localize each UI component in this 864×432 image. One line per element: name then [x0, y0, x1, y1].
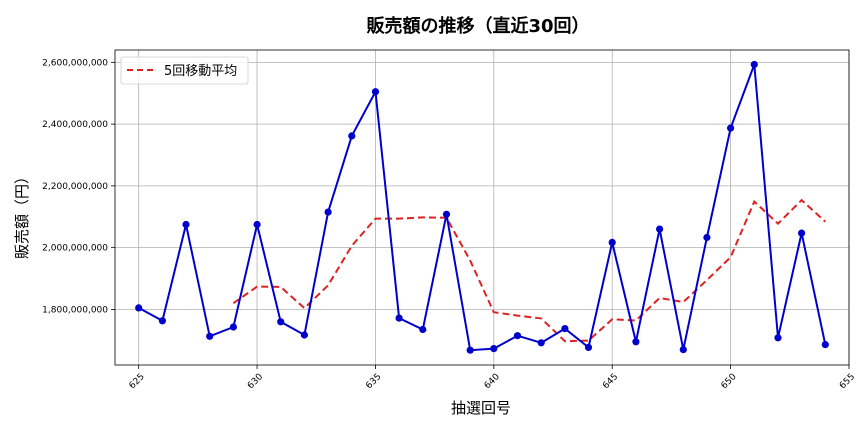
sales-point — [324, 208, 332, 216]
legend-label-moving-average: 5回移動平均 — [164, 64, 237, 79]
sales-point — [182, 220, 190, 229]
y-tick-label: 2,600,000,000 — [42, 58, 108, 68]
sales-point — [206, 332, 214, 340]
x-tick-label: 655 — [838, 372, 857, 391]
sales-point — [656, 225, 664, 233]
x-axis: 625 630 635 640 645 650 655 — [128, 365, 857, 391]
series-layer — [135, 60, 829, 354]
chart-title: 販売額の推移（直近30回） — [366, 15, 589, 37]
sales-point — [419, 325, 427, 334]
x-tick-label: 635 — [364, 372, 383, 391]
sales-point — [821, 341, 829, 349]
sales-point — [277, 318, 285, 326]
sales-point — [371, 88, 380, 96]
sales-point — [158, 317, 166, 325]
sales-point — [703, 233, 711, 242]
sales-point — [348, 132, 356, 140]
sales-point — [584, 343, 593, 351]
sales-point — [490, 345, 498, 353]
sales-point — [774, 334, 782, 342]
sales-point — [537, 339, 545, 347]
sales-point — [442, 210, 451, 218]
y-grid — [115, 61, 849, 310]
sales-point — [395, 314, 403, 322]
sales-point — [750, 60, 758, 69]
sales-point — [135, 304, 143, 312]
sales-point — [798, 229, 806, 237]
sales-point — [632, 338, 640, 346]
x-axis-label: 抽選回号 — [451, 399, 511, 417]
sales-point — [253, 220, 261, 229]
sales-point — [561, 325, 569, 333]
x-tick-label: 645 — [601, 372, 620, 391]
legend-box — [120, 56, 249, 85]
x-tick-label: 650 — [720, 372, 739, 391]
sales-point — [466, 346, 474, 354]
sales-point — [229, 323, 237, 331]
sales-point — [608, 238, 616, 246]
sales-point — [513, 332, 522, 340]
x-tick-label: 630 — [246, 372, 265, 391]
y-tick-label: 1,800,000,000 — [42, 305, 108, 315]
y-tick-label: 2,200,000,000 — [42, 182, 108, 192]
y-tick-label: 2,400,000,000 — [42, 120, 108, 130]
legend: 5回移動平均 — [120, 56, 249, 85]
y-axis: 1,800,000,000 2,000,000,000 2,200,000,000 2… — [42, 58, 115, 315]
sales-point — [679, 346, 687, 354]
x-tick-label: 640 — [483, 372, 502, 391]
y-axis-label: 販売額（円） — [13, 169, 31, 259]
sales-point — [727, 124, 735, 132]
sales-line — [138, 64, 827, 352]
x-tick-label: 625 — [128, 372, 147, 391]
sales-point — [300, 331, 308, 339]
plot-area — [114, 49, 850, 366]
y-tick-label: 2,000,000,000 — [42, 244, 108, 254]
moving-average-line — [232, 198, 826, 343]
